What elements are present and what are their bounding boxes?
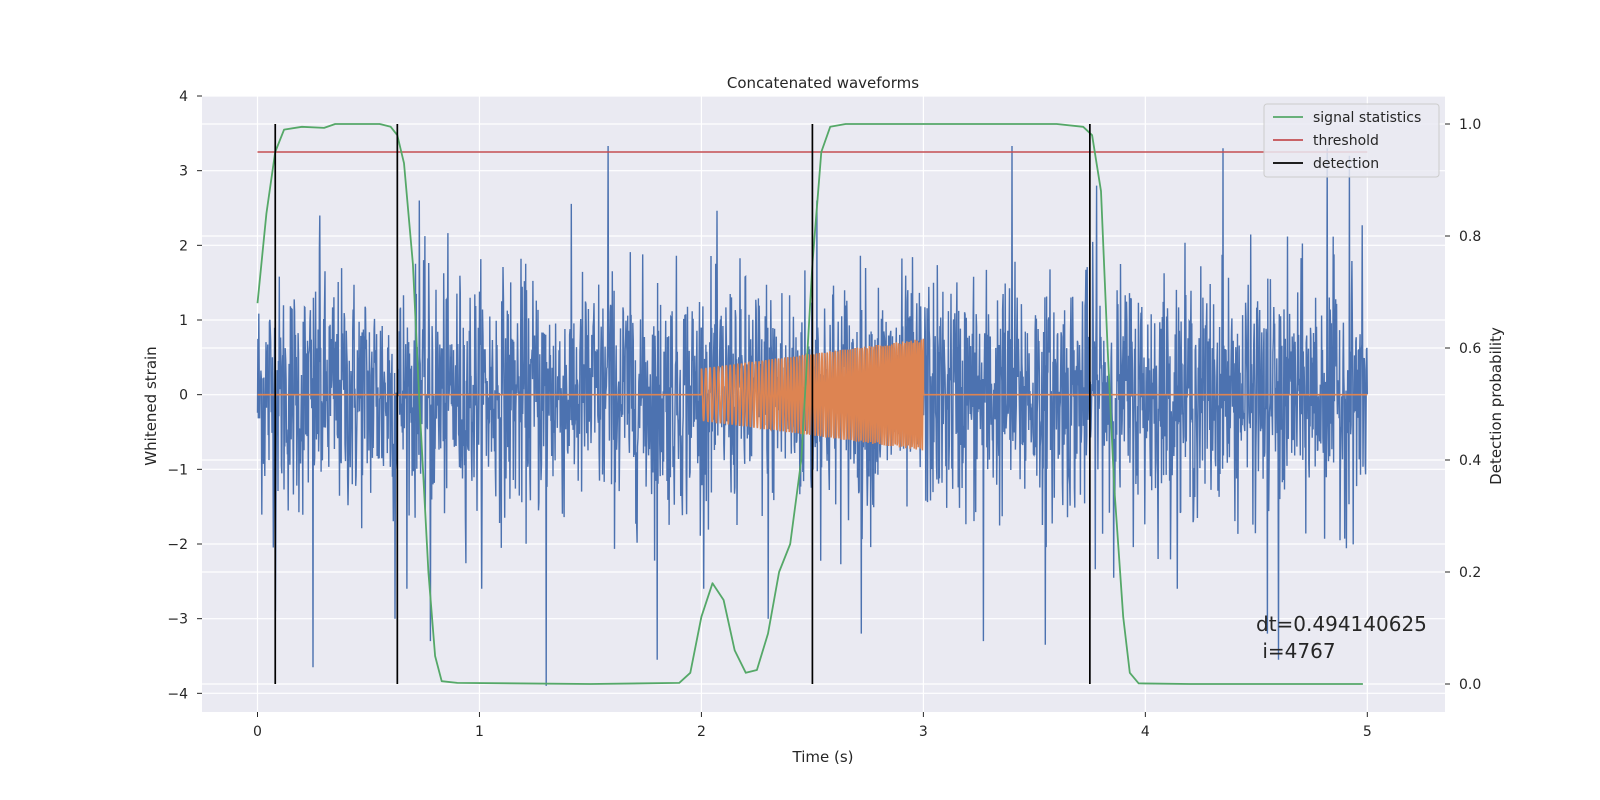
x-tick-label: 0 [253,724,262,740]
legend-box [1263,103,1440,178]
data-layer [256,123,1368,686]
x-tick-label: 3 [919,724,928,740]
annotation-dt: dt=0.494140625 [1256,612,1427,636]
legend-label-detection: detection [1313,156,1379,172]
legend-label-signal-statistics: signal statistics [1313,110,1421,126]
y-tick-label: 1 [179,313,188,329]
y-tick-label: 2 [179,238,188,254]
y-tick-label: −1 [167,462,188,478]
ticks-layer: 0 1 2 3 4 5 −4 −3 −2 −1 0 1 2 3 4 0.0 0.2 0.4 0.6 0.8 1.0 [167,89,1481,740]
x-tick-label: 4 [1141,724,1150,740]
series-signal-statistics [256,123,1363,685]
y-tick-label: −2 [167,537,188,553]
annotation: dt=0.494140625 i=4767 [1256,612,1427,663]
y2-axis-label: Detection probability [1487,327,1505,485]
y2-tick-label: 0.8 [1459,229,1481,245]
y2-tick-label: 0.0 [1459,677,1481,693]
y2-tick-label: 0.6 [1459,341,1481,357]
y-tick-label: 3 [179,164,188,180]
x-tick-label: 2 [697,724,706,740]
y2-tick-label: 0.4 [1459,453,1481,469]
y-tick-label: −4 [167,686,188,702]
y-tick-label: −3 [167,612,188,628]
y-axis-label: Whitened strain [142,346,160,465]
y2-tick-label: 1.0 [1459,117,1481,133]
legend: signal statistics threshold detection [1263,103,1440,178]
annotation-i: i=4767 [1256,639,1336,663]
y-tick-label: 4 [179,89,188,105]
y2-tick-label: 0.2 [1459,565,1481,581]
y-tick-label: 0 [179,388,188,404]
x-axis-label: Time (s) [792,748,854,766]
x-tick-label: 1 [475,724,484,740]
x-tick-label: 5 [1363,724,1372,740]
chart-title: Concatenated waveforms [727,74,919,92]
legend-label-threshold: threshold [1313,133,1379,149]
